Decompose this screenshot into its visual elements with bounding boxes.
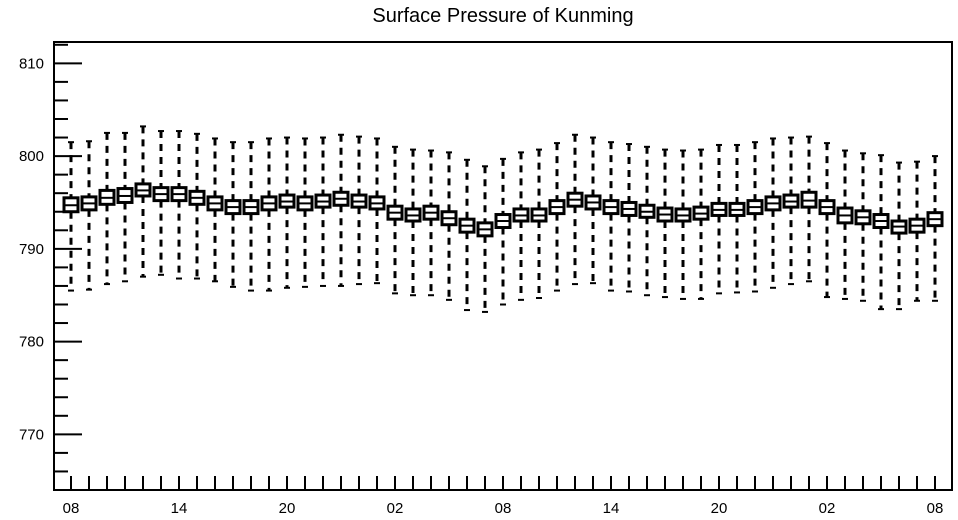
box-plot-item [206, 137, 224, 283]
box-plot-item [458, 158, 476, 312]
x-tick-label: 14 [603, 500, 620, 517]
box-plot-item [332, 133, 350, 287]
box-plot-item [98, 131, 116, 286]
box-plot-item [602, 141, 620, 292]
box-plot-item [584, 136, 602, 285]
box-plot-item [350, 135, 368, 286]
box-plot-item [440, 151, 458, 301]
box-plot-item [926, 155, 944, 302]
box-plot-item [854, 152, 872, 302]
x-tick-label: 02 [819, 500, 836, 517]
box-plot-item [548, 142, 566, 292]
box-plot-item [224, 141, 242, 288]
box-plot-item [674, 149, 692, 300]
box-plot-item [260, 137, 278, 292]
box-plot-item [170, 130, 188, 280]
y-tick-label: 810 [19, 55, 44, 72]
y-tick-label: 800 [19, 148, 44, 165]
box-plot-item [692, 148, 710, 300]
y-axis: 770 780 790 800 810 [19, 43, 82, 491]
plot-frame [53, 41, 953, 491]
box-plot-item [764, 137, 782, 289]
box-plot-item [566, 133, 584, 286]
box-plot-item [530, 148, 548, 299]
box-plot-item [836, 149, 854, 300]
box-plot-item [908, 160, 926, 302]
box-plot-item [656, 148, 674, 299]
x-tick-label: 08 [927, 500, 944, 517]
box-plot-item [404, 148, 422, 297]
box-series [62, 125, 944, 313]
box-plot-item [620, 143, 638, 293]
box-plot-item [314, 136, 332, 287]
box-plot-item [872, 154, 890, 311]
box-plot-item [890, 161, 908, 311]
x-tick-label: 08 [63, 500, 80, 517]
y-tick-label: 780 [19, 334, 44, 351]
box-plot-item [782, 136, 800, 286]
box-plot-item [278, 136, 296, 289]
box-plot-item [116, 131, 134, 283]
box-plot-item [728, 143, 746, 294]
box-plot-item [800, 135, 818, 283]
box-plot-item [296, 137, 314, 288]
box-plot-item [710, 143, 728, 295]
x-tick-label: 20 [711, 500, 728, 517]
box-plot-item [512, 151, 530, 301]
x-axis: 08 14 20 02 08 14 20 02 08 [63, 476, 944, 517]
box-plot-item [494, 157, 512, 306]
box-plot-item [188, 132, 206, 280]
box-plot-item [818, 142, 836, 299]
box-plot-item [242, 141, 260, 292]
x-tick-label: 14 [171, 500, 188, 517]
box-plot-item [62, 141, 80, 292]
box-plot-item [368, 137, 386, 285]
box-plot-item [746, 141, 764, 293]
box-plot-item [80, 140, 98, 291]
x-tick-label: 02 [387, 500, 404, 517]
chart-title: Surface Pressure of Kunming [372, 5, 633, 27]
y-tick-label: 770 [19, 426, 44, 443]
y-tick-label: 790 [19, 241, 44, 258]
box-plot-item [152, 130, 170, 276]
box-plot-item [476, 165, 494, 313]
x-tick-label: 20 [279, 500, 296, 517]
box-plot-item [386, 145, 404, 295]
x-tick-label: 08 [495, 500, 512, 517]
box-plot-item [422, 149, 440, 297]
box-plot-item [638, 145, 656, 297]
box-plot-item [134, 125, 152, 278]
